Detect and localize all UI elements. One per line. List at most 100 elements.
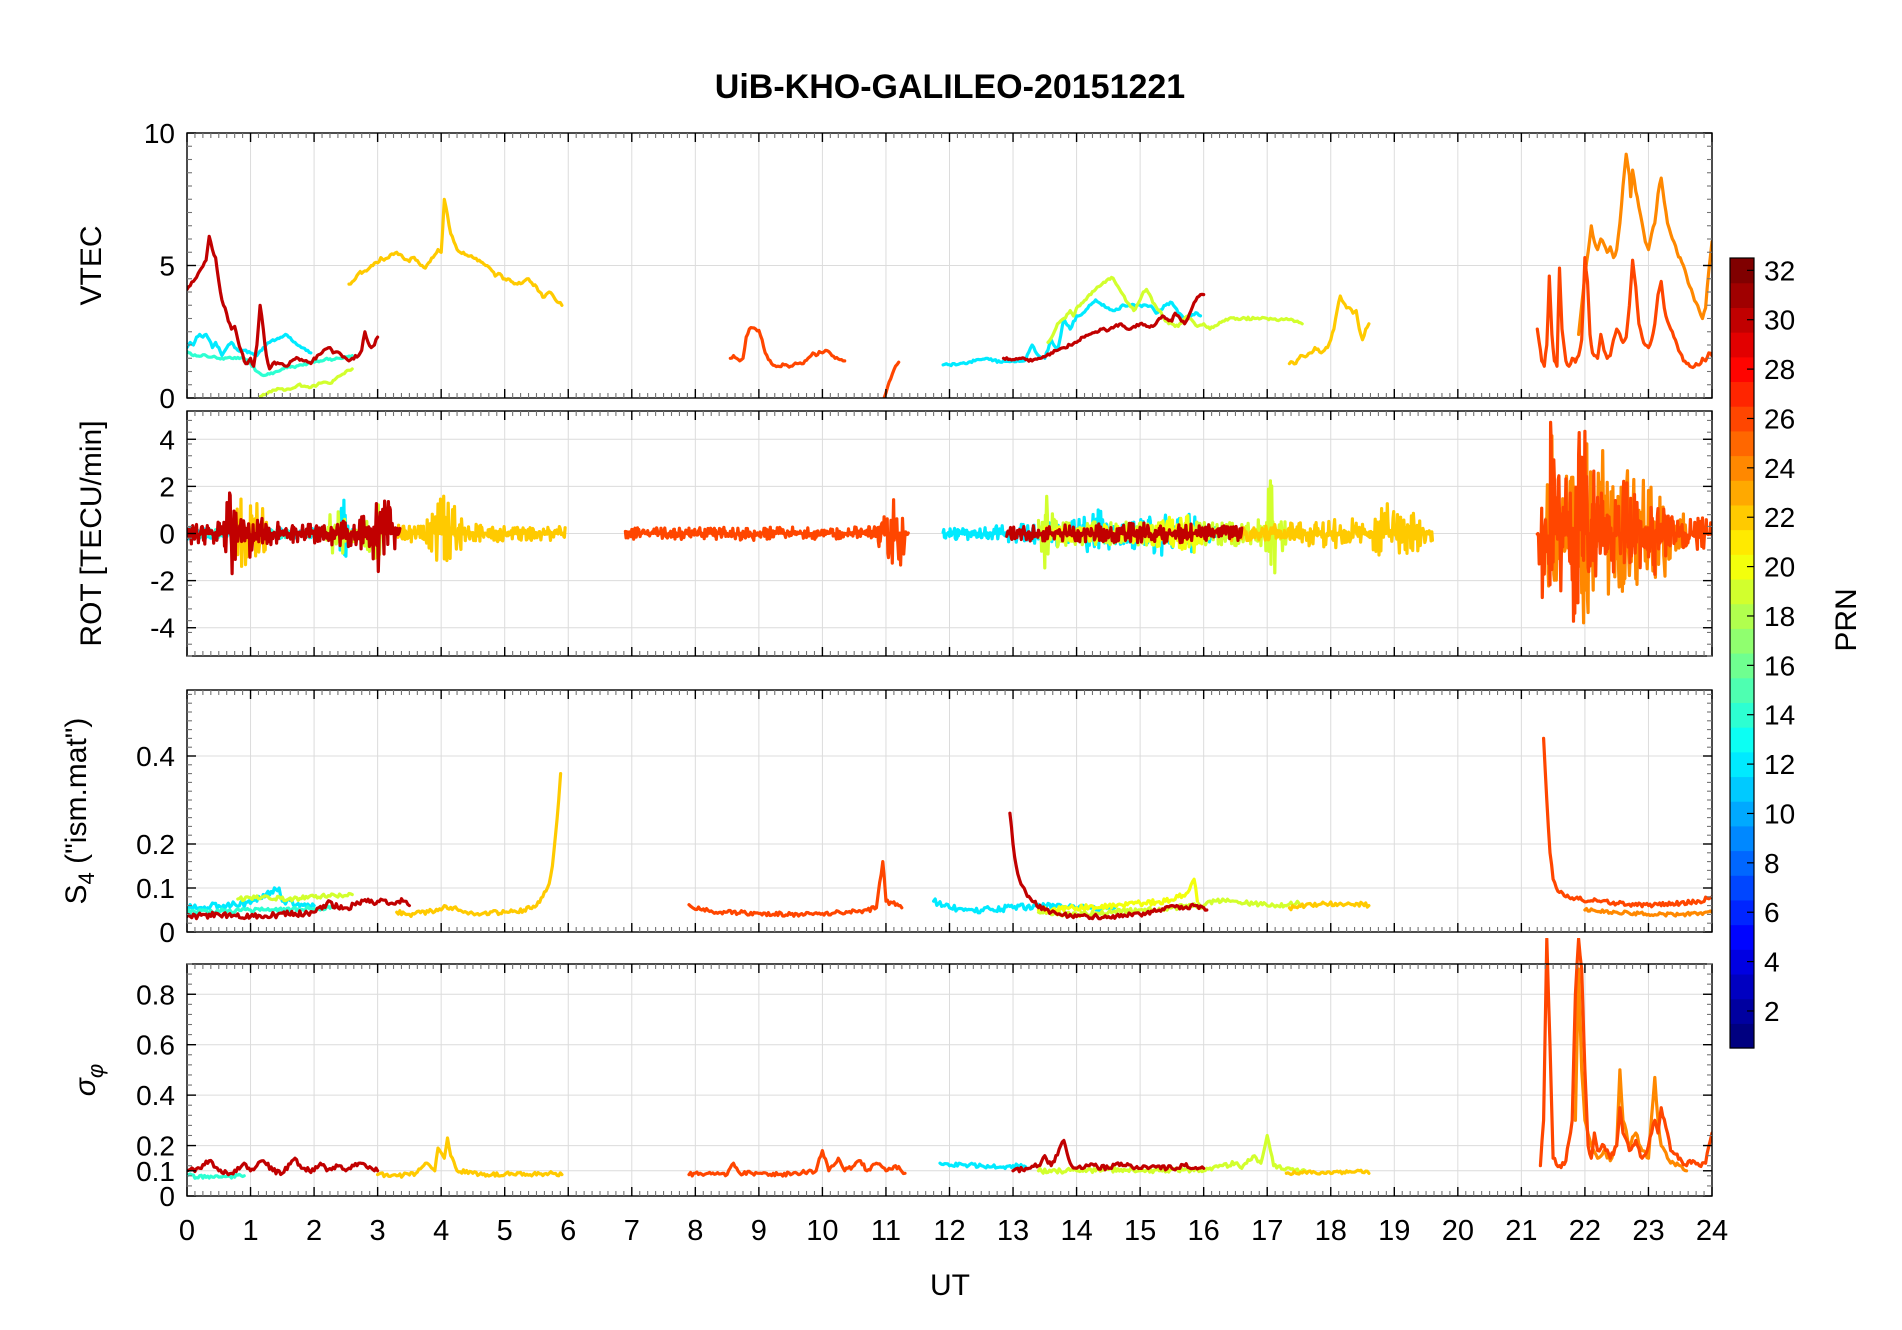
colorbar-segment <box>1730 677 1754 703</box>
series-prn-26 <box>687 1149 907 1178</box>
colorbar-segment <box>1730 628 1754 654</box>
series-prn-30 <box>187 897 411 921</box>
colorbar-segment <box>1730 332 1754 358</box>
series-prn-12 <box>938 1161 1028 1171</box>
colorbar-tick-label: 32 <box>1764 255 1795 286</box>
x-tick-label: 16 <box>1188 1215 1220 1247</box>
colorbar-segment <box>1730 578 1754 605</box>
series-prn-26 <box>1538 938 1712 1170</box>
series-prn-26 <box>882 360 901 398</box>
x-tick-label: 23 <box>1632 1215 1664 1247</box>
colorbar-segment <box>1730 1023 1754 1049</box>
major-ticks-rot <box>186 411 1713 656</box>
minor-ticks-vtec <box>187 133 1712 398</box>
x-tick-label: 17 <box>1251 1215 1283 1247</box>
colorbar-tick-label: 28 <box>1764 354 1795 385</box>
x-tick-label: 15 <box>1124 1215 1156 1247</box>
y-tick-label: 0.4 <box>136 741 175 772</box>
y-tick-label: 0.1 <box>136 1156 175 1187</box>
colorbar-segment <box>1730 727 1754 753</box>
minor-ticks-sigma_phi <box>187 963 1712 1196</box>
series-prn-26 <box>728 326 847 369</box>
series-prn-22 <box>395 772 563 918</box>
series-prn-30 <box>1011 1138 1206 1174</box>
x-tick-label: 12 <box>933 1215 965 1247</box>
y-axis-label-rot: ROT [TECU/min] <box>75 420 108 646</box>
series-prn-30 <box>187 491 402 576</box>
x-tick-label: 13 <box>997 1215 1029 1247</box>
y-tick-label: 0.4 <box>136 1080 175 1111</box>
series-prn-26 <box>687 860 904 918</box>
colorbar-segment <box>1730 924 1754 950</box>
colorbar-segment <box>1730 480 1754 506</box>
x-tick-label: 10 <box>806 1215 838 1247</box>
panel-rot: -4 -2 0 2 4 ROT [TECU/min] <box>75 410 1713 657</box>
colorbar-tick-label: 8 <box>1764 848 1780 879</box>
series-prn-26 <box>623 498 910 567</box>
y-tick-label: -4 <box>150 613 175 644</box>
colorbar-segment <box>1730 776 1754 802</box>
series-prn-14 <box>187 350 354 378</box>
x-tick-label: 3 <box>370 1215 386 1247</box>
series-prn-30 <box>1008 811 1209 921</box>
series-prn-24 <box>1577 152 1712 336</box>
minor-ticks-s4 <box>187 690 1712 932</box>
colorbar-tick-label: 4 <box>1764 947 1780 978</box>
y-tick-label: 0.8 <box>136 979 175 1010</box>
x-tick-label: 5 <box>497 1215 513 1247</box>
x-tick-label: 20 <box>1442 1215 1474 1247</box>
y-tick-label: 0 <box>159 917 175 948</box>
colorbar-tick-label: 10 <box>1764 798 1795 829</box>
y-tick-labels-rot: -4 -2 0 2 4 <box>150 424 175 643</box>
y-tick-label: 0.1 <box>136 873 175 904</box>
y-tick-labels-sigma_phi: 00.10.2 0.4 0.6 0.8 <box>136 979 175 1212</box>
colorbar-tick-label: 12 <box>1764 749 1795 780</box>
minor-ticks-rot <box>187 411 1712 657</box>
grid-vtec <box>187 133 1712 398</box>
series-prn-12 <box>187 886 316 911</box>
panel-s4: 0 0.1 0.2 0.4 S4 ("ism.mat") <box>60 689 1713 948</box>
panel-vtec: 0 5 10 VTEC <box>75 118 1713 414</box>
series-prn-19 <box>236 891 354 903</box>
series-prn-12 <box>187 332 313 358</box>
colorbar-segment <box>1730 529 1754 555</box>
colorbar-segment <box>1730 973 1754 1000</box>
x-tick-label: 4 <box>433 1215 449 1247</box>
series-prn-22 <box>376 1136 564 1179</box>
y-tick-label: 0 <box>159 1181 175 1212</box>
y-tick-label: 0 <box>159 383 175 414</box>
series-prn-24 <box>1583 907 1712 918</box>
x-tick-label: 11 <box>871 1215 901 1247</box>
colorbar-segment <box>1730 381 1754 407</box>
grid-sigma_phi <box>187 964 1712 1196</box>
series-prn-19 <box>1046 275 1304 344</box>
colorbar-tick-label: 22 <box>1764 502 1795 533</box>
x-tick-label: 22 <box>1569 1215 1601 1247</box>
major-ticks-sigma_phi <box>186 964 1713 1197</box>
colorbar-tick-label: 26 <box>1764 403 1795 434</box>
series-prn-26 <box>1542 736 1712 909</box>
x-tick-label: 9 <box>751 1215 767 1247</box>
y-tick-label: 0.2 <box>136 1131 175 1162</box>
series-prn-30 <box>187 1156 380 1177</box>
series-prn-22 <box>1287 294 1371 366</box>
colorbar-segment <box>1730 282 1754 308</box>
x-tick-label: 14 <box>1060 1215 1092 1247</box>
colorbar-tick-label: 2 <box>1764 996 1780 1027</box>
x-tick-label: 21 <box>1505 1215 1537 1247</box>
chart-title: UiB-KHO-GALILEO-20151221 <box>715 68 1185 106</box>
series-prn-22 <box>347 197 564 307</box>
grid-s4 <box>187 690 1712 932</box>
series-prn-12 <box>941 298 1203 368</box>
x-tick-label: 0 <box>179 1215 195 1247</box>
colorbar-frame <box>1729 257 1755 1049</box>
y-axis-label-sigma_phi: σφ <box>69 1064 108 1096</box>
major-ticks-s4 <box>186 690 1713 933</box>
series-prn-22 <box>1287 900 1371 912</box>
colorbar-segment <box>1730 875 1754 901</box>
series-prn-30 <box>1001 292 1206 363</box>
y-tick-label: 5 <box>159 251 175 282</box>
